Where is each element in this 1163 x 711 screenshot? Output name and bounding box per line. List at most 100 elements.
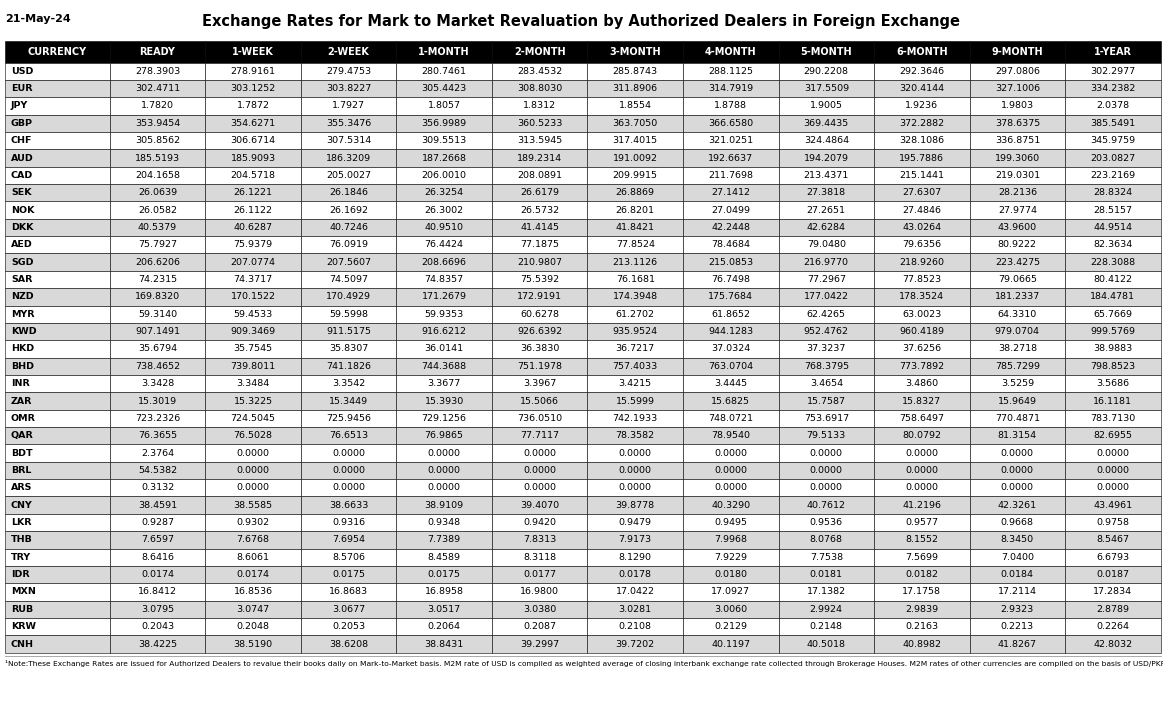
Bar (397, 531, 492, 549)
Bar (206, 601, 301, 618)
Bar (109, 618, 206, 636)
Bar (492, 80, 587, 97)
Text: 204.5718: 204.5718 (230, 171, 276, 180)
Text: TRY: TRY (10, 552, 31, 562)
Bar (397, 618, 492, 636)
Text: 59.5998: 59.5998 (329, 310, 369, 319)
Text: 15.3449: 15.3449 (329, 397, 369, 405)
Bar (970, 358, 1065, 375)
Text: 739.8011: 739.8011 (230, 362, 276, 371)
Text: BHD: BHD (10, 362, 34, 371)
Text: 26.5732: 26.5732 (520, 205, 559, 215)
Bar (778, 97, 875, 114)
Bar (778, 236, 875, 254)
Text: 317.4015: 317.4015 (613, 137, 658, 145)
Bar (970, 132, 1065, 149)
Bar (778, 184, 875, 201)
Text: MYR: MYR (10, 310, 35, 319)
Text: 1.7927: 1.7927 (333, 102, 365, 110)
Text: 8.0768: 8.0768 (809, 535, 843, 545)
Bar (1065, 149, 1161, 166)
Text: 178.3524: 178.3524 (899, 292, 944, 301)
Bar (206, 514, 301, 531)
Bar (206, 636, 301, 653)
Bar (1065, 566, 1161, 583)
Bar (683, 358, 778, 375)
Text: 2-WEEK: 2-WEEK (328, 47, 370, 57)
Bar (301, 410, 397, 427)
Bar (397, 601, 492, 618)
Bar (875, 201, 970, 219)
Bar (5, 392, 109, 410)
Bar (970, 114, 1065, 132)
Bar (492, 132, 587, 149)
Text: 26.0582: 26.0582 (138, 205, 177, 215)
Text: 8.5467: 8.5467 (1097, 535, 1129, 545)
Text: 8.3450: 8.3450 (1001, 535, 1034, 545)
Text: 42.8032: 42.8032 (1093, 639, 1133, 648)
Text: 0.2213: 0.2213 (1001, 622, 1034, 631)
Bar (683, 583, 778, 601)
Text: 17.2834: 17.2834 (1093, 587, 1133, 597)
Bar (5, 236, 109, 254)
Bar (206, 271, 301, 288)
Bar (5, 427, 109, 444)
Bar (1065, 132, 1161, 149)
Bar (492, 254, 587, 271)
Bar (5, 288, 109, 306)
Text: 3.4860: 3.4860 (905, 379, 939, 388)
Text: 169.8320: 169.8320 (135, 292, 180, 301)
Text: 39.8778: 39.8778 (615, 501, 655, 510)
Bar (875, 97, 970, 114)
Bar (301, 306, 397, 323)
Text: 64.3310: 64.3310 (998, 310, 1037, 319)
Text: 0.2053: 0.2053 (331, 622, 365, 631)
Bar (5, 166, 109, 184)
Text: 744.3688: 744.3688 (421, 362, 466, 371)
Bar (206, 184, 301, 201)
Bar (492, 41, 587, 63)
Bar (492, 583, 587, 601)
Text: 39.2997: 39.2997 (520, 639, 559, 648)
Text: 74.5097: 74.5097 (329, 275, 369, 284)
Text: 292.3646: 292.3646 (899, 67, 944, 76)
Text: 61.8652: 61.8652 (712, 310, 750, 319)
Text: 0.9479: 0.9479 (619, 518, 651, 527)
Bar (5, 97, 109, 114)
Bar (109, 392, 206, 410)
Bar (1065, 496, 1161, 514)
Text: 336.8751: 336.8751 (994, 137, 1040, 145)
Bar (970, 254, 1065, 271)
Text: 228.3088: 228.3088 (1091, 257, 1135, 267)
Text: INR: INR (10, 379, 30, 388)
Text: 385.5491: 385.5491 (1091, 119, 1135, 128)
Text: 3.0677: 3.0677 (331, 605, 365, 614)
Bar (1065, 549, 1161, 566)
Bar (206, 306, 301, 323)
Bar (778, 601, 875, 618)
Text: 785.7299: 785.7299 (994, 362, 1040, 371)
Text: 768.3795: 768.3795 (804, 362, 849, 371)
Bar (875, 114, 970, 132)
Bar (5, 201, 109, 219)
Text: 36.3830: 36.3830 (520, 344, 559, 353)
Text: KRW: KRW (10, 622, 36, 631)
Text: 283.4532: 283.4532 (518, 67, 562, 76)
Bar (587, 427, 683, 444)
Text: 79.6356: 79.6356 (902, 240, 941, 250)
Bar (587, 63, 683, 80)
Text: 0.9758: 0.9758 (1097, 518, 1129, 527)
Text: 40.8982: 40.8982 (902, 639, 941, 648)
Text: 327.1006: 327.1006 (994, 84, 1040, 93)
Text: SEK: SEK (10, 188, 31, 197)
Bar (970, 201, 1065, 219)
Bar (5, 496, 109, 514)
Text: 35.7545: 35.7545 (234, 344, 272, 353)
Bar (875, 392, 970, 410)
Bar (397, 392, 492, 410)
Text: 43.0264: 43.0264 (902, 223, 941, 232)
Bar (587, 149, 683, 166)
Text: 3.4654: 3.4654 (809, 379, 843, 388)
Text: 736.0510: 736.0510 (518, 414, 562, 423)
Bar (683, 80, 778, 97)
